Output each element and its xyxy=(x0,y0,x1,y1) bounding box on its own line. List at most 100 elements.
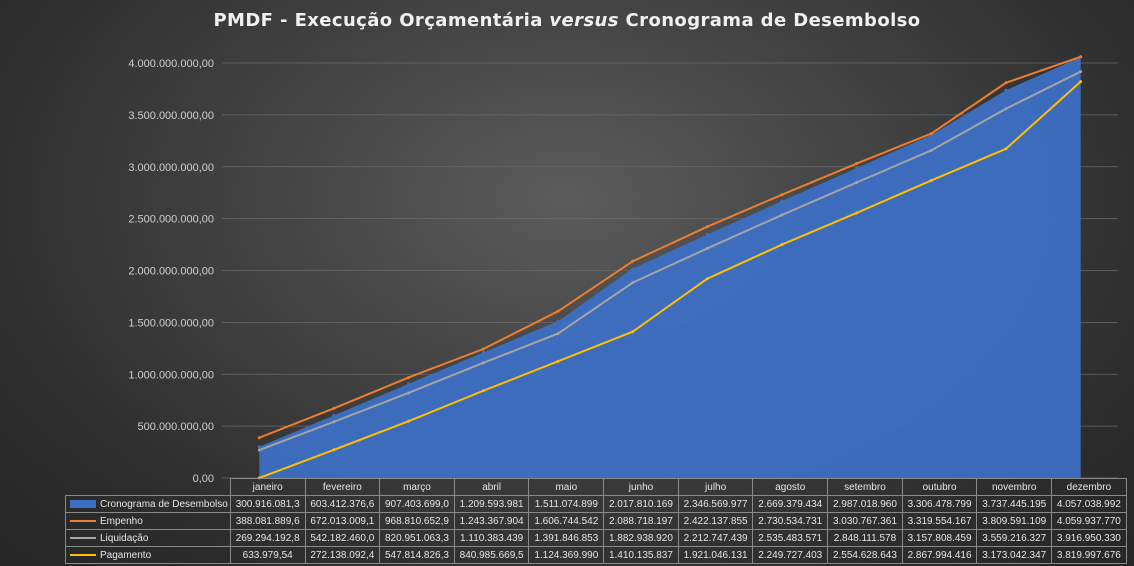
point-empenho xyxy=(332,406,336,410)
legend-entry: Pagamento xyxy=(65,546,231,564)
legend-label: Empenho xyxy=(100,515,143,527)
point-empenho xyxy=(780,193,784,197)
category-label: outubro xyxy=(901,478,978,496)
data-table-corner xyxy=(65,478,231,496)
category-label: maio xyxy=(528,478,605,496)
data-label: 1.410.135.837 xyxy=(603,546,679,564)
category-label: junho xyxy=(603,478,679,496)
data-label: 820.951.063,3 xyxy=(379,529,455,547)
line-liquidacao xyxy=(258,70,1082,451)
point-empenho xyxy=(929,132,933,136)
point-liquidacao xyxy=(1079,70,1083,74)
point-pagamento xyxy=(705,277,709,281)
category-label: janeiro xyxy=(229,478,306,496)
data-label: 2.249.727.403 xyxy=(752,546,829,564)
chart-title: PMDF - Execução Orçamentária versus Cron… xyxy=(0,10,1134,31)
point-liquidacao xyxy=(332,420,336,424)
data-label: 3.559.216.327 xyxy=(976,529,1053,547)
data-label: 3.819.997.676 xyxy=(1051,546,1127,564)
data-label: 4.059.937.770 xyxy=(1051,512,1127,530)
legend-entry: Cronograma de Desembolso xyxy=(65,495,231,513)
category-label: agosto xyxy=(752,478,829,496)
data-label: 3.319.554.167 xyxy=(901,512,978,530)
data-label: 3.173.042.347 xyxy=(976,546,1053,564)
point-pagamento xyxy=(481,389,485,393)
data-label: 633.979,54 xyxy=(229,546,306,564)
data-table-row: Empenho 388.081.889,6 672.013.009,1 968.810… xyxy=(65,512,1127,530)
point-empenho xyxy=(855,162,859,166)
area-point xyxy=(705,233,709,237)
area-point xyxy=(556,319,560,323)
y-axis-labels: 0,00500.000.000,001.000.000.000,001.500.… xyxy=(128,58,214,485)
data-label: 388.081.889,6 xyxy=(229,512,306,530)
data-label: 2.088.718.197 xyxy=(603,512,679,530)
point-empenho xyxy=(556,309,560,313)
y-tick-label: 3.000.000.000,00 xyxy=(128,162,214,174)
data-label: 3.030.767.361 xyxy=(827,512,903,530)
y-tick-label: 4.000.000.000,00 xyxy=(128,58,214,70)
y-tick-label: 2.500.000.000,00 xyxy=(128,214,214,226)
category-label: março xyxy=(379,478,455,496)
legend-label: Pagamento xyxy=(100,549,152,561)
data-label: 2.987.018.960 xyxy=(827,495,903,513)
point-pagamento xyxy=(1004,147,1008,151)
data-label: 1.110.383.439 xyxy=(453,529,530,547)
data-table: janeiro fevereiro março abril maio junho julho… xyxy=(65,478,1127,564)
y-tick-label: 1.000.000.000,00 xyxy=(128,369,214,381)
data-label: 2.422.137.855 xyxy=(677,512,754,530)
area-point xyxy=(332,413,336,417)
point-liquidacao xyxy=(257,448,261,452)
data-table-row: Pagamento 633.979,54 272.138.092,4 547.814.… xyxy=(65,546,1127,564)
chart-title-part-2: versus xyxy=(549,10,619,31)
area-point xyxy=(855,166,859,170)
point-pagamento xyxy=(556,359,560,363)
point-empenho xyxy=(705,225,709,229)
data-label: 3.916.950.330 xyxy=(1051,529,1127,547)
area-point xyxy=(631,267,635,271)
data-label: 672.013.009,1 xyxy=(304,512,381,530)
data-label: 269.294.192,8 xyxy=(229,529,306,547)
data-label: 300.916.081,3 xyxy=(229,495,306,513)
data-label: 272.138.092,4 xyxy=(304,546,381,564)
line-pagamento xyxy=(258,80,1082,479)
data-table-row: Cronograma de Desembolso 300.916.081,3 603… xyxy=(65,495,1127,513)
point-liquidacao xyxy=(929,148,933,152)
category-label: julho xyxy=(677,478,754,496)
point-empenho xyxy=(631,259,635,263)
data-label: 2.212.747.439 xyxy=(677,529,754,547)
point-pagamento xyxy=(407,419,411,423)
data-label: 3.737.445.195 xyxy=(976,495,1053,513)
legend-entry: Liquidação xyxy=(65,529,231,547)
area-point xyxy=(780,199,784,203)
area-point xyxy=(481,351,485,355)
data-label: 2.669.379.434 xyxy=(752,495,829,513)
point-pagamento xyxy=(780,243,784,247)
area-point xyxy=(257,445,261,449)
point-liquidacao xyxy=(1004,107,1008,111)
legend-swatch xyxy=(70,499,96,508)
data-label: 1.243.367.904 xyxy=(453,512,530,530)
point-empenho xyxy=(257,436,261,440)
y-tick-label: 1.500.000.000,00 xyxy=(128,317,214,329)
category-label: dezembro xyxy=(1051,478,1127,496)
point-liquidacao xyxy=(407,391,411,395)
category-label: novembro xyxy=(976,478,1053,496)
point-empenho xyxy=(1004,81,1008,85)
data-label: 1.124.369.990 xyxy=(528,546,605,564)
data-label: 4.057.038.992 xyxy=(1051,495,1127,513)
data-label: 2.535.483.571 xyxy=(752,529,829,547)
data-label: 1.606.744.542 xyxy=(528,512,605,530)
legend-swatch xyxy=(70,519,96,522)
point-pagamento xyxy=(1079,80,1083,84)
data-label: 1.209.593.981 xyxy=(453,495,530,513)
data-label: 3.306.478.799 xyxy=(901,495,978,513)
data-label: 1.391.846.853 xyxy=(528,529,605,547)
point-pagamento xyxy=(855,211,859,215)
data-label: 2.554.628.643 xyxy=(827,546,903,564)
data-table-header-row: janeiro fevereiro março abril maio junho julho… xyxy=(65,478,1127,496)
area-point xyxy=(407,382,411,386)
point-pagamento xyxy=(929,178,933,182)
legend-label: Liquidação xyxy=(100,532,149,544)
point-liquidacao xyxy=(705,246,709,250)
data-label: 2.017.810.169 xyxy=(603,495,679,513)
